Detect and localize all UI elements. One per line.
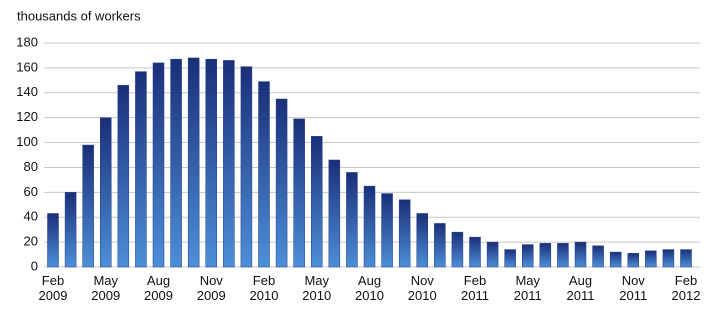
bar [680,249,692,268]
bar [170,58,182,268]
bar [469,236,481,268]
x-tick-label: Feb 2011 [461,273,489,303]
bar [363,185,376,268]
bar [592,245,604,268]
x-tick-label: Aug 2011 [567,273,595,303]
x-tick-label: Feb 2010 [250,273,279,303]
x-tick-label: May 2009 [91,273,120,303]
bar [135,71,147,268]
x-tick-label: Aug 2010 [355,273,384,303]
x-tick-label: May 2011 [514,273,542,303]
bar [574,241,587,268]
bar [451,231,464,268]
x-tick-label: Nov 2011 [619,273,647,303]
bar [205,58,217,268]
y-tick-label: 180 [16,34,38,49]
y-tick-label: 0 [31,258,38,273]
chart-title: thousands of workers [17,8,141,23]
bar [627,253,639,268]
y-tick-label: 140 [16,84,38,99]
bar [275,98,288,268]
y-tick-label: 100 [16,134,38,149]
bar [381,193,393,268]
x-tick-label: Aug 2009 [144,273,173,303]
bar [609,251,622,268]
y-tick-label: 60 [24,184,38,199]
bar [223,60,235,268]
bar [539,243,552,268]
bar [662,249,675,268]
x-tick-label: Nov 2010 [408,273,437,303]
x-tick-label: May 2010 [302,273,331,303]
y-tick-label: 160 [16,59,38,74]
bar [152,62,165,268]
bar [64,192,77,268]
bar [240,66,253,268]
bar [328,159,341,268]
bar [416,213,428,268]
bar [522,244,534,268]
bar [346,172,358,268]
y-tick-label: 40 [24,209,38,224]
bar [117,85,130,268]
x-tick-label: Nov 2009 [197,273,226,303]
y-tick-label: 20 [24,234,38,249]
bar [557,243,569,268]
y-tick-label: 120 [16,109,38,124]
bar [398,199,411,268]
bar [504,249,516,268]
bar [47,213,59,268]
y-tick-label: 80 [24,159,38,174]
bar [293,118,305,268]
bar [645,250,657,268]
x-tick-label: Feb 2009 [39,273,68,303]
bar [434,223,446,268]
bar [486,241,499,268]
x-tick-label: Feb 2012 [672,273,701,303]
bar [187,57,200,268]
bar [258,81,270,268]
bar [311,136,323,268]
bar [82,144,94,268]
bar [100,117,112,268]
